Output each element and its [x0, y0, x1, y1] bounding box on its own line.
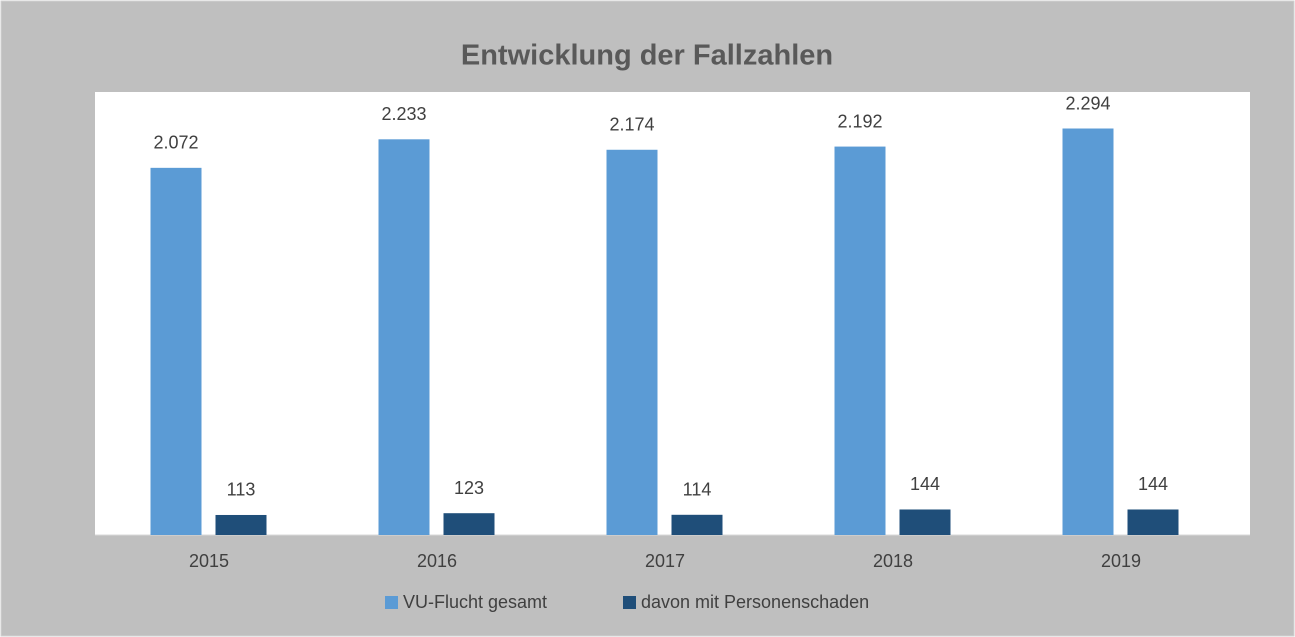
x-tick-label: 2018	[873, 551, 913, 571]
x-tick-label: 2017	[645, 551, 685, 571]
bar	[150, 167, 202, 535]
bar	[899, 509, 951, 535]
x-tick-label: 2015	[189, 551, 229, 571]
data-label: 144	[910, 474, 940, 494]
data-label: 2.072	[153, 133, 198, 153]
legend-label: davon mit Personenschaden	[641, 592, 869, 612]
legend-swatch	[623, 596, 636, 609]
bar	[443, 513, 495, 535]
legend-label: VU-Flucht gesamt	[403, 592, 547, 612]
bar	[1127, 509, 1179, 535]
data-label: 2.174	[609, 115, 654, 135]
bar	[215, 514, 267, 535]
x-tick-label: 2019	[1101, 551, 1141, 571]
data-label: 2.233	[381, 104, 426, 124]
bar	[606, 149, 658, 535]
bar	[378, 139, 430, 536]
bar	[671, 514, 723, 535]
data-label: 113	[227, 480, 256, 500]
bar	[1062, 128, 1114, 535]
data-label: 144	[1138, 474, 1168, 494]
legend-swatch	[385, 596, 398, 609]
data-label: 114	[683, 480, 712, 500]
x-tick-label: 2016	[417, 551, 457, 571]
data-label: 2.192	[837, 111, 882, 131]
chart-title: Entwicklung der Fallzahlen	[461, 40, 833, 72]
data-label: 123	[454, 478, 484, 498]
data-label: 2.294	[1065, 93, 1110, 113]
bar	[834, 146, 886, 535]
plot-area	[95, 92, 1250, 535]
